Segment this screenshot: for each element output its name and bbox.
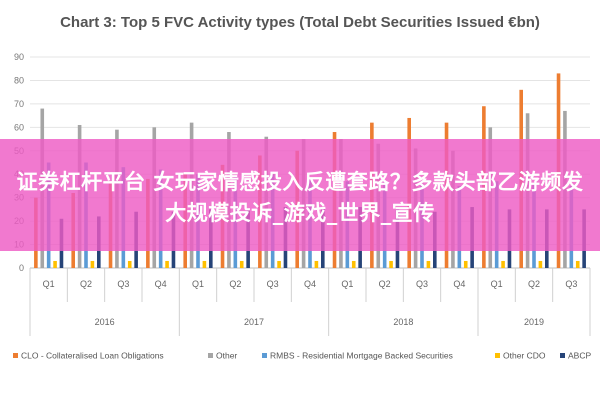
overlay-banner[interactable]: 证券杠杆平台 女玩家情感投入反遭套路？多款头部乙游频发大规模投诉_游戏_世界_宣… (0, 139, 600, 251)
x-tick-label: Q2 (528, 279, 540, 289)
y-tick-label: 0 (19, 263, 24, 273)
legend-label: RMBS - Residential Mortgage Backed Secur… (270, 351, 453, 361)
year-label: 2017 (244, 317, 264, 327)
bar (389, 260, 393, 268)
x-tick-label: Q1 (43, 279, 55, 289)
y-tick-label: 90 (14, 52, 24, 62)
x-tick-label: Q3 (416, 279, 428, 289)
x-tick-label: Q3 (117, 279, 129, 289)
legend-swatch (13, 353, 18, 358)
bar (538, 260, 543, 268)
legend-label: ABCP (568, 351, 591, 361)
bar (239, 260, 244, 268)
bar (53, 260, 57, 268)
legend-swatch (495, 353, 500, 358)
legend-label: Other CDO (503, 351, 546, 361)
bar (463, 260, 468, 268)
bar (314, 260, 319, 268)
year-label: 2019 (524, 317, 544, 327)
bar (351, 260, 356, 268)
legend-swatch (262, 353, 267, 358)
legend-swatch (560, 353, 565, 358)
banner-text[interactable]: 证券杠杆平台 女玩家情感投入反遭套路？多款头部乙游频发大规模投诉_游戏_世界_宣… (16, 170, 584, 225)
bar (127, 260, 132, 268)
x-tick-label: Q3 (565, 279, 577, 289)
y-tick-label: 70 (14, 99, 24, 109)
legend-label: CLO - Collateralised Loan Obligations (21, 351, 164, 361)
bar (426, 260, 431, 268)
x-tick-label: Q1 (341, 279, 353, 289)
bar (202, 260, 207, 268)
legend-label: Other (216, 351, 237, 361)
x-tick-label: Q2 (80, 279, 92, 289)
legend-swatch (208, 353, 213, 358)
x-tick-label: Q1 (491, 279, 503, 289)
y-tick-label: 60 (14, 122, 24, 132)
bar (90, 260, 95, 268)
x-tick-label: Q2 (229, 279, 241, 289)
x-tick-label: Q4 (155, 279, 167, 289)
x-tick-label: Q2 (379, 279, 391, 289)
bar (277, 260, 281, 268)
x-tick-label: Q3 (267, 279, 279, 289)
bar (575, 260, 580, 268)
bar (501, 260, 505, 268)
year-label: 2018 (393, 317, 413, 327)
y-tick-label: 80 (14, 75, 24, 85)
chart-title: Chart 3: Top 5 FVC Activity types (Total… (60, 14, 540, 31)
bar (165, 260, 169, 268)
x-tick-label: Q4 (304, 279, 316, 289)
x-tick-label: Q4 (453, 279, 465, 289)
year-label: 2016 (95, 317, 115, 327)
x-tick-label: Q1 (192, 279, 204, 289)
